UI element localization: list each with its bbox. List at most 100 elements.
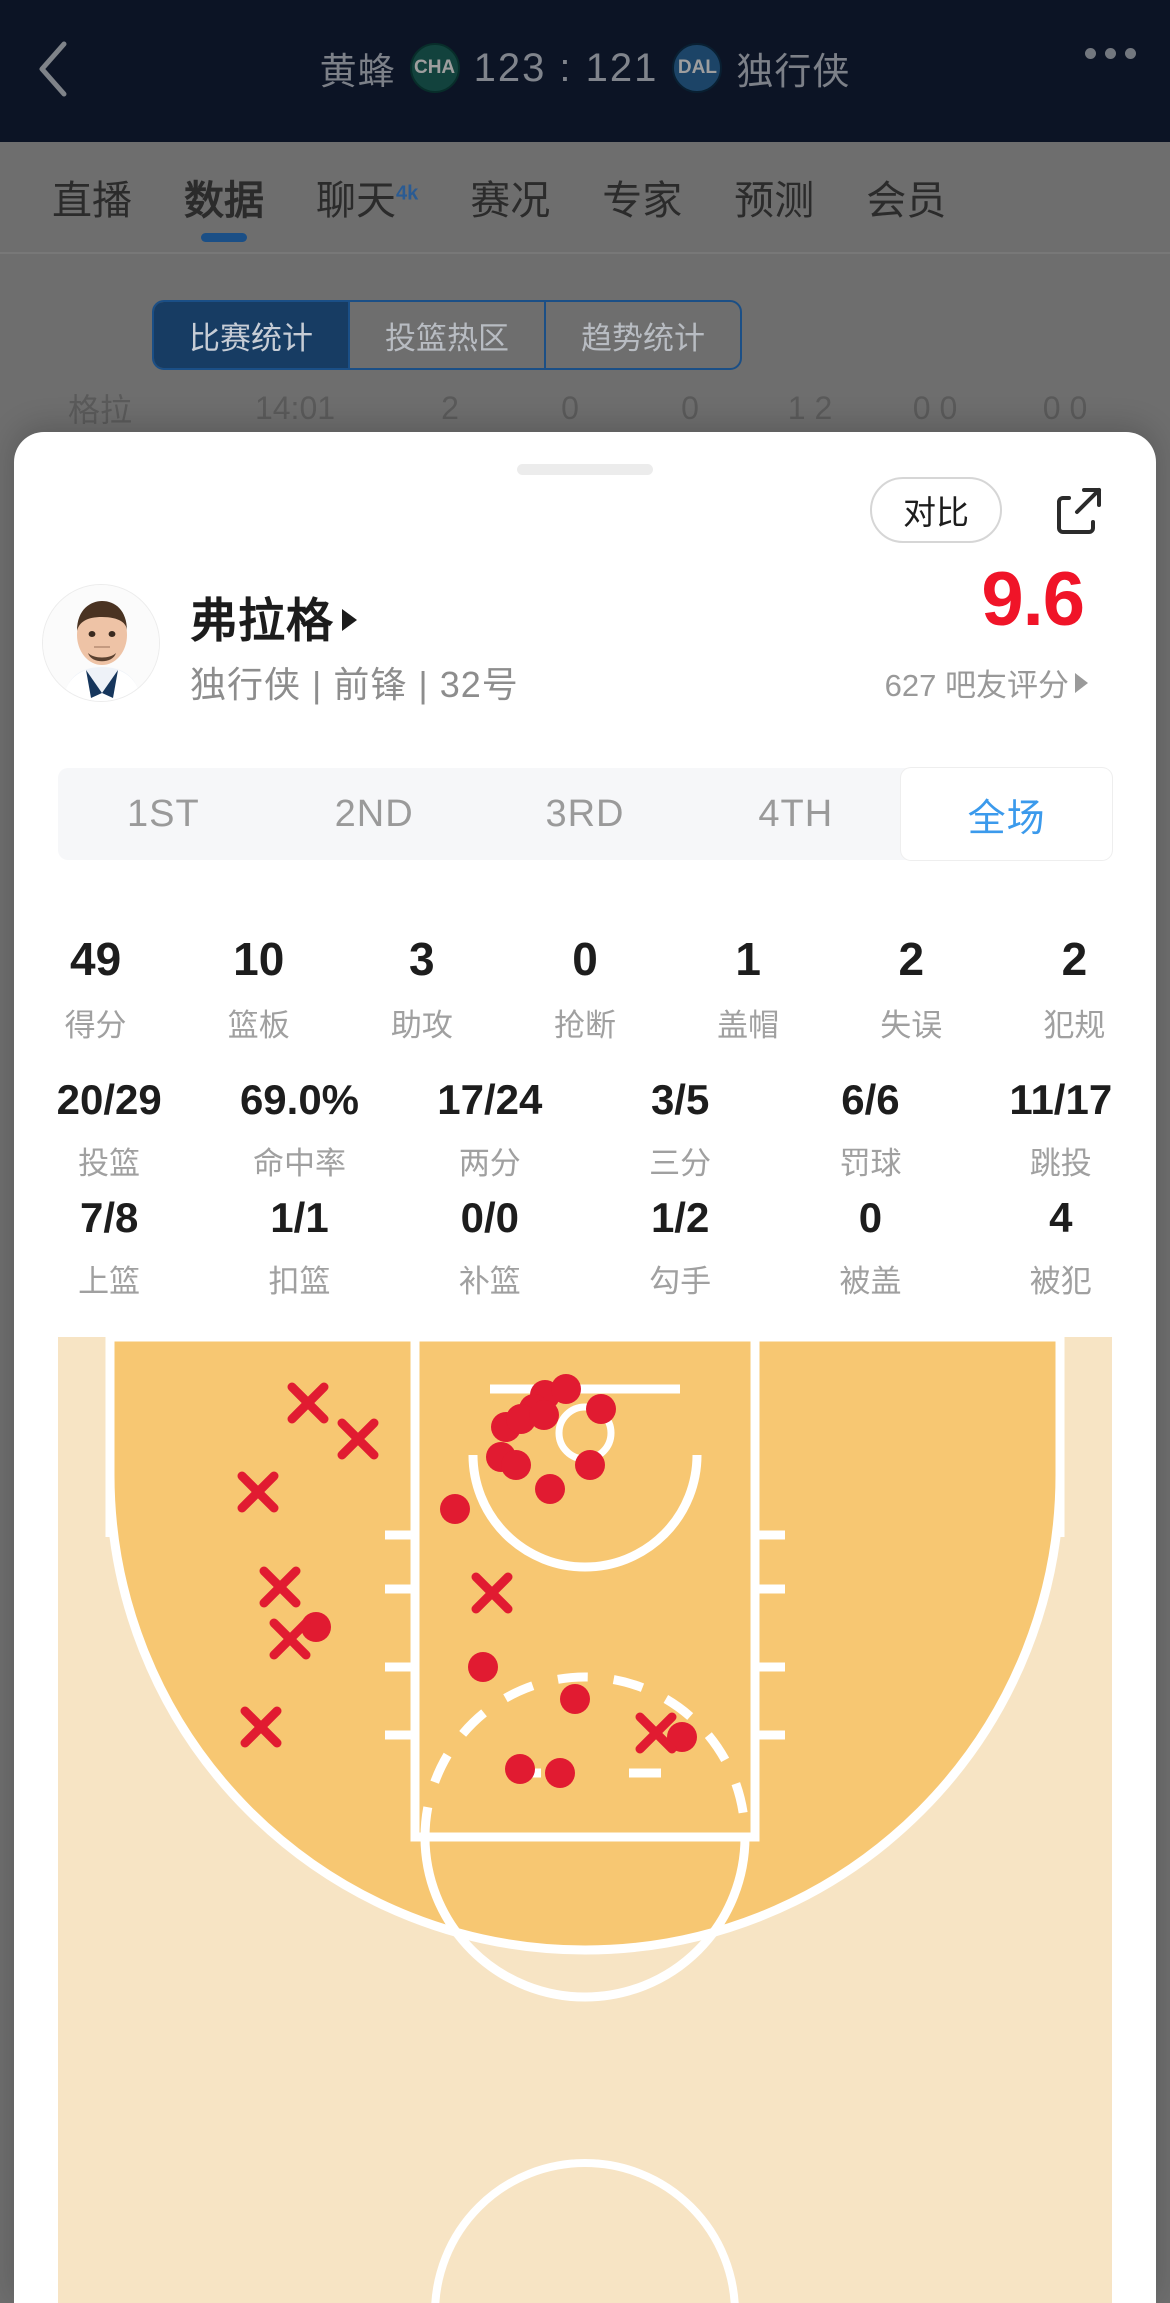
stat-cell: 17/24 两分 <box>395 1076 585 1183</box>
stat-label: 被盖 <box>839 1264 902 1299</box>
rating-count-link[interactable]: 627 吧友评分 <box>885 660 1088 705</box>
compare-button[interactable]: 对比 <box>870 477 1002 543</box>
stat-cell: 7/8 上篮 <box>14 1194 204 1301</box>
nav-tab-bar: 直播 数据 聊天4k 赛况 专家 预测 会员 <box>0 142 1170 252</box>
rating-count-label: 627 吧友评分 <box>884 668 1069 703</box>
nav-tab-live[interactable]: 直播 <box>26 168 158 226</box>
scoreboard[interactable]: 黄蜂 CHA 123 : 121 DAL 独行侠 <box>0 26 1170 110</box>
stat-cell: 4 被犯 <box>966 1194 1156 1301</box>
stat-label: 命中率 <box>252 1146 346 1181</box>
segment-game-stats[interactable]: 比赛统计 <box>154 302 348 368</box>
stat-value: 4 <box>1049 1194 1073 1241</box>
back-chevron-icon[interactable] <box>24 34 84 104</box>
quarter-tab-full[interactable]: 全场 <box>901 768 1112 860</box>
segment-label: 比赛统计 <box>189 320 313 356</box>
share-icon[interactable] <box>1044 477 1114 547</box>
nav-tab-matchstatus[interactable]: 赛况 <box>444 168 576 226</box>
stat-cell: 1/1 扣篮 <box>204 1194 394 1301</box>
player-avatar[interactable] <box>42 584 160 702</box>
player-name: 弗拉格 <box>190 594 334 647</box>
player-detail-sheet: 对比 <box>14 432 1156 2303</box>
quarter-tab-3rd[interactable]: 3RD <box>480 768 691 860</box>
stat-label: 扣篮 <box>268 1264 331 1299</box>
stat-value: 10 <box>233 933 285 985</box>
quarter-tab-2nd[interactable]: 2ND <box>269 768 480 860</box>
segment-label: 投篮热区 <box>385 320 509 356</box>
sheet-grabber[interactable] <box>517 464 653 475</box>
stat-label: 跳投 <box>1029 1146 1092 1181</box>
stat-cell: 69.0% 命中率 <box>204 1076 394 1183</box>
nav-tab-label: 预测 <box>734 179 815 223</box>
game-header-bar: 黄蜂 CHA 123 : 121 DAL 独行侠 <box>0 0 1170 142</box>
stat-label: 助攻 <box>390 1008 453 1043</box>
segment-trend-stats[interactable]: 趋势统计 <box>544 302 740 368</box>
nav-tab-label: 会员 <box>866 179 947 223</box>
ghost-cell: 1 2 <box>787 389 833 426</box>
stat-value: 17/24 <box>437 1076 543 1123</box>
stat-value: 11/17 <box>1009 1076 1113 1123</box>
nav-tab-predict[interactable]: 预测 <box>708 168 840 226</box>
ghost-cell: 0 0 <box>912 389 958 426</box>
stat-label: 得分 <box>64 1008 127 1043</box>
nav-tab-label: 聊天 <box>316 179 396 223</box>
ghost-cell: 格拉 <box>67 392 132 428</box>
stat-value: 3/5 <box>650 1076 710 1123</box>
stat-value: 0 <box>572 933 598 985</box>
stat-cell: 0/0 补篮 <box>395 1194 585 1301</box>
segment-shot-chart[interactable]: 投篮热区 <box>348 302 544 368</box>
segment-label: 趋势统计 <box>581 320 705 356</box>
away-team-name: 独行侠 <box>736 51 851 92</box>
stat-label: 抢断 <box>553 1008 616 1043</box>
shot-chart[interactable] <box>58 1337 1112 2303</box>
nav-divider <box>0 252 1170 254</box>
stat-cell: 3/5 三分 <box>585 1076 775 1183</box>
nav-tab-label: 数据 <box>184 179 264 223</box>
stat-label: 三分 <box>649 1146 712 1181</box>
nav-tab-data[interactable]: 数据 <box>158 168 290 242</box>
nav-tab-label: 赛况 <box>470 179 551 223</box>
stat-cell: 11/17 跳投 <box>966 1076 1156 1183</box>
nav-tab-member[interactable]: 会员 <box>840 168 972 226</box>
stat-cell: 1/2 勾手 <box>585 1194 775 1301</box>
stat-cell: 2 失误 <box>830 932 993 1045</box>
ghost-cell: 2 <box>441 389 459 426</box>
quarter-tab-4th[interactable]: 4TH <box>690 768 901 860</box>
quarter-tab-label: 1ST <box>127 792 200 835</box>
stat-value: 1/2 <box>650 1194 710 1241</box>
nav-tab-active-underline <box>201 233 247 242</box>
home-team-name: 黄蜂 <box>319 51 396 92</box>
stat-label: 篮板 <box>227 1008 290 1043</box>
stat-label: 两分 <box>458 1146 521 1181</box>
stat-value: 69.0% <box>239 1076 360 1123</box>
stat-cell: 0 被盖 <box>775 1194 965 1301</box>
obscured-table-row: 格拉 14:01 2 0 0 1 2 0 0 0 0 <box>0 385 1170 431</box>
ghost-cell: 0 0 <box>1042 389 1088 426</box>
stat-label: 投篮 <box>78 1146 141 1181</box>
stat-value: 49 <box>69 933 122 985</box>
more-dots-icon[interactable] <box>1085 48 1136 59</box>
nav-tab-chat[interactable]: 聊天4k <box>290 168 444 226</box>
player-summary: 弗拉格 独行侠 | 前锋 | 32号 9.6 627 吧友评分 <box>42 557 1128 714</box>
stat-cell: 49 得分 <box>14 932 177 1045</box>
stat-label: 补篮 <box>458 1264 521 1299</box>
stat-value: 1/1 <box>270 1194 329 1241</box>
quarter-tab-label: 2ND <box>334 792 414 835</box>
home-team-logo: CHA <box>409 43 460 93</box>
stat-label: 罚球 <box>839 1146 902 1181</box>
quarter-tab-label: 全场 <box>967 797 1046 840</box>
player-name-link[interactable]: 弗拉格 <box>190 582 357 651</box>
stat-value: 0 <box>858 1194 883 1241</box>
stat-cell: 10 篮板 <box>177 932 340 1045</box>
stats-row-shooting: 20/29 投篮 69.0% 命中率 17/24 两分 3/5 三分 6/6 罚… <box>14 1076 1156 1183</box>
quarter-tab-1st[interactable]: 1ST <box>58 768 269 860</box>
stat-cell: 6/6 罚球 <box>775 1076 965 1183</box>
stat-label: 上篮 <box>78 1264 141 1299</box>
nav-tab-experts[interactable]: 专家 <box>576 168 708 226</box>
quarter-selector: 1ST 2ND 3RD 4TH 全场 <box>58 768 1112 860</box>
stat-cell: 1 盖帽 <box>667 932 830 1045</box>
ghost-cell: 0 <box>681 389 699 426</box>
stat-cell: 0 抢断 <box>503 932 666 1045</box>
stat-value: 1 <box>735 933 761 985</box>
quarter-tab-label: 3RD <box>545 792 625 835</box>
